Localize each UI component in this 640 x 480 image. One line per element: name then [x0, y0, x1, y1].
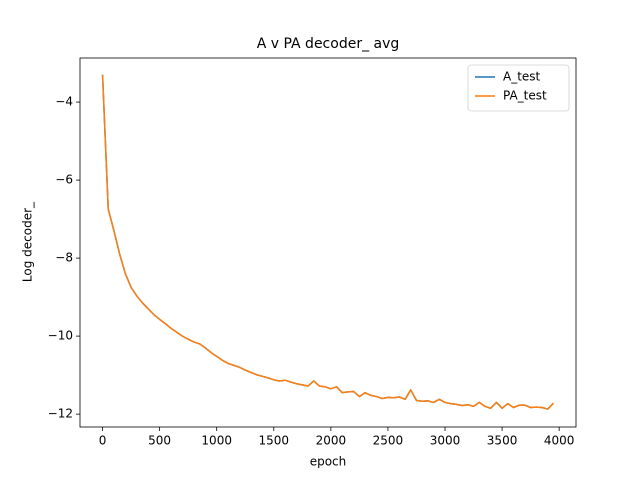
y-tick-label: −8 — [55, 251, 73, 265]
legend-label: PA_test — [503, 89, 547, 103]
x-tick-label: 1500 — [259, 434, 290, 448]
y-axis-label: Log decoder_ — [21, 201, 35, 282]
x-tick-label: 2000 — [316, 434, 347, 448]
x-tick-label: 4000 — [544, 434, 575, 448]
y-tick-label: −12 — [48, 407, 73, 421]
line-series — [101, 74, 554, 410]
plot-frame — [79, 57, 577, 428]
x-axis-label: epoch — [310, 455, 347, 469]
y-tick-label: −4 — [55, 95, 73, 109]
y-tick-label: −6 — [55, 173, 73, 187]
x-tick-label: 3000 — [430, 434, 461, 448]
chart-title: A v PA decoder_ avg — [257, 36, 400, 52]
x-tick-label: 500 — [148, 434, 171, 448]
x-tick-label: 3500 — [487, 434, 518, 448]
x-tick-label: 0 — [99, 434, 107, 448]
legend-label: A_test — [503, 70, 541, 84]
x-tick-label: 2500 — [373, 434, 404, 448]
x-tick-label: 1000 — [201, 434, 232, 448]
y-tick-label: −10 — [48, 329, 73, 343]
